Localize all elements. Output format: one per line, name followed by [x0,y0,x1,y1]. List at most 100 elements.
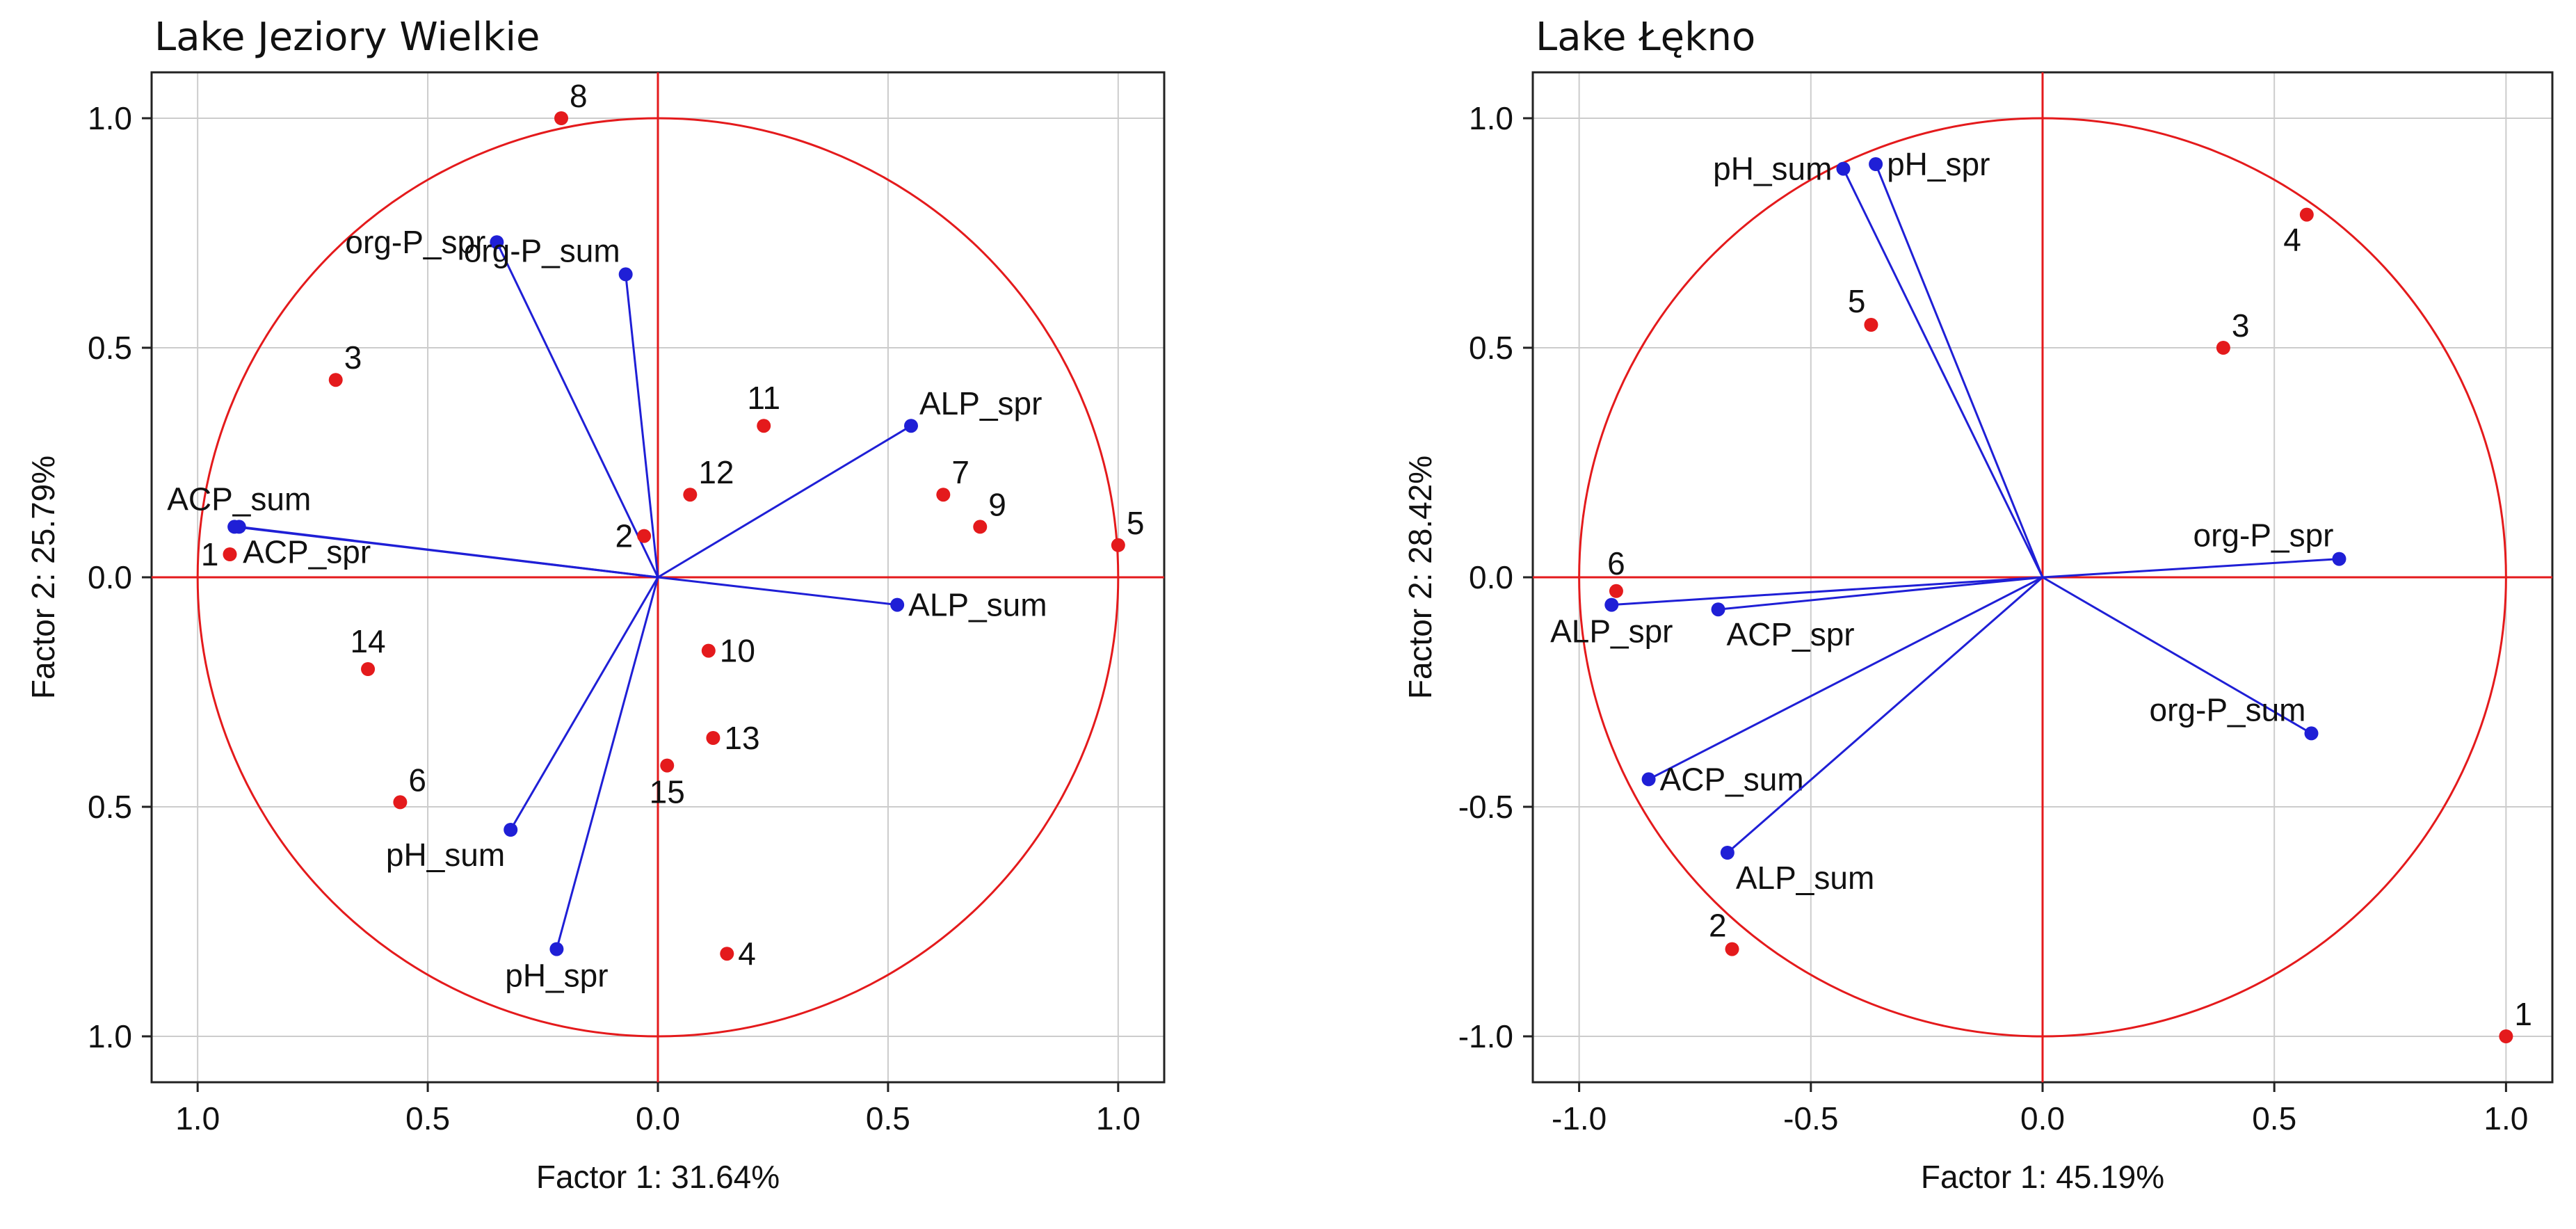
case-label: 7 [951,454,969,490]
case-point-5: 5 [1111,505,1144,552]
case-label: 10 [720,633,755,669]
case-marker [2216,341,2230,355]
y-tick-label-0: 1.0 [1469,100,1513,136]
case-label: 15 [650,774,685,810]
case-point-6: 6 [393,762,426,810]
vector-endpoint [504,823,518,837]
variable-label: org-P_sum [2150,691,2306,728]
case-marker [757,419,771,433]
vector-line [1842,168,2044,578]
case-label: 6 [408,762,426,798]
vector-endpoint [618,267,633,282]
case-marker [936,488,951,502]
case-point-15: 15 [650,758,685,810]
variable-vector-ALP_sum: ALP_sum [1720,576,2043,896]
y-tick-label-4: -1.0 [1458,1018,1513,1054]
case-point-12: 12 [683,454,734,502]
variable-label: pH_spr [1887,146,1990,182]
case-marker [223,547,237,561]
vector-line [496,241,659,578]
variable-label: ACP_spr [243,533,371,570]
variable-vector-ALP_sum: ALP_sum [657,576,1047,623]
x-tick-label-3: 0.5 [2252,1100,2296,1136]
x-tick-label-1: -0.5 [1783,1100,1838,1136]
variable-label: ACP_sum [1660,761,1804,797]
x-tick-label-4: 1.0 [2484,1100,2528,1136]
x-tick-label-0: -1.0 [1552,1100,1607,1136]
case-label: 1 [2514,996,2532,1032]
case-label: 14 [350,623,385,659]
case-point-1: 1 [201,536,237,572]
y-tick-label-3: -0.5 [1458,789,1513,825]
case-marker [393,795,408,810]
case-point-9: 9 [973,486,1006,534]
vector-line [234,525,659,579]
y-tick-label-3: 0.5 [88,789,132,825]
case-label: 8 [570,78,588,114]
variable-vector-ALP_spr: ALP_spr [1550,576,2043,650]
vector-endpoint [1641,772,1656,787]
x-axis-label: Factor 1: 31.64% [536,1159,780,1195]
case-point-5: 5 [1848,283,1878,332]
case-label: 2 [1709,908,1727,944]
unit-correlation-circle [196,117,1120,1038]
variable-label: ALP_spr [919,385,1042,421]
x-tick-label-1: 0.5 [405,1100,450,1136]
variable-vector-org-P_spr: org-P_spr [2042,517,2346,579]
y-tick-label-2: 0.0 [88,559,132,595]
variable-label: ALP_spr [1550,613,1673,650]
vector-line [1611,576,2043,607]
case-point-13: 13 [706,720,760,756]
variable-vector-ACP_spr: ACP_spr [1711,576,2043,652]
variable-vector-pH_spr: pH_spr [1869,146,2044,578]
case-label: 13 [724,720,759,756]
case-marker [2299,207,2314,222]
case-marker [701,643,716,658]
x-tick-label-2: 0.0 [636,1100,680,1136]
variable-vector-pH_sum: pH_sum [386,577,659,873]
case-point-2: 2 [615,518,652,554]
case-point-4: 4 [720,935,756,972]
case-label: 1 [201,536,219,572]
case-marker [1111,538,1125,552]
y-tick-label-1: 0.5 [88,330,132,366]
vector-endpoint [549,942,564,956]
chart-panel-2: -1.0 -0.5 0.0 0.5 1.0 1.0 0.5 0.0 -0.5 -1.0 pH_sum… [1402,15,2554,1195]
case-point-10: 10 [701,633,755,669]
case-marker [361,662,376,676]
variable-label: ACP_sum [167,481,311,517]
variable-vector-org-P_spr: org-P_spr [345,224,659,578]
x-tick-label-4: 1.0 [1096,1100,1141,1136]
vector-endpoint [490,235,504,250]
variable-label: ALP_sum [908,587,1047,623]
case-label: 11 [747,380,780,416]
x-tick-label-0: 1.0 [175,1100,220,1136]
vector-endpoint [890,597,905,612]
case-label: 6 [1607,545,1625,581]
vector-line [625,274,659,578]
x-tick-label-3: 0.5 [866,1100,910,1136]
chart-title: Lake Łękno [1536,15,1755,60]
y-tick-label-2: 0.0 [1469,559,1513,595]
y-axis-label: Factor 2: 28.42% [1402,456,1438,699]
case-point-1: 1 [2499,996,2532,1043]
vector-endpoint [227,520,242,534]
case-point-2: 2 [1709,908,1739,956]
variable-label: pH_sum [1713,151,1832,187]
vector-line [2042,576,2312,734]
case-marker [1725,942,1739,956]
case-point-3: 3 [2216,307,2249,355]
vector-line [1648,576,2043,780]
case-point-8: 8 [554,78,588,125]
vector-endpoint [1604,597,1619,612]
case-label: 4 [2283,222,2301,258]
vector-line [509,577,659,830]
vector-endpoint [2304,726,2319,741]
variable-vector-org-P_sum: org-P_sum [464,232,659,578]
case-point-14: 14 [350,623,386,676]
variable-vector-ALP_spr: ALP_spr [657,385,1042,579]
vector-line [1718,576,2043,611]
case-label: 3 [344,339,362,376]
case-label: 9 [988,486,1006,522]
